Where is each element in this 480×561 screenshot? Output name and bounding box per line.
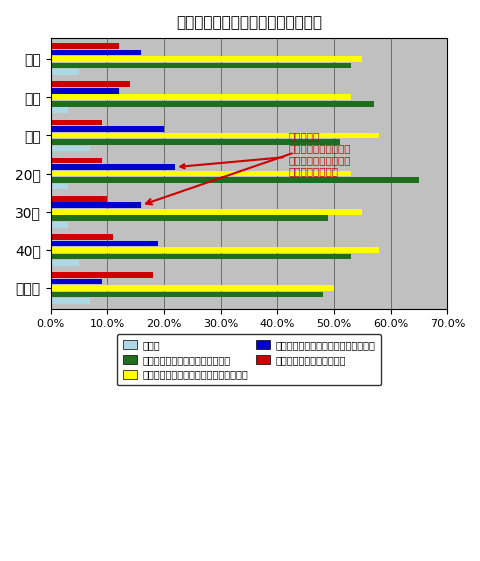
Bar (50, 203, 141, 208)
Bar (50, 43, 119, 49)
Bar (50, 272, 153, 278)
Bar (50, 222, 68, 228)
Bar (50, 94, 351, 100)
Bar (50, 50, 141, 56)
Bar (50, 254, 351, 259)
Bar (50, 260, 79, 266)
Bar (50, 298, 90, 304)
Bar (50, 126, 164, 132)
Bar (50, 69, 79, 75)
Bar (50, 139, 340, 145)
Bar (50, 234, 113, 240)
Bar (50, 88, 119, 94)
Bar (50, 209, 362, 215)
Bar (50, 279, 102, 284)
Bar (50, 107, 68, 113)
Bar (50, 119, 102, 125)
Bar (50, 247, 379, 253)
Text: 若年層ほど
「多機能携帯は機能が
　複雑で分からない」
という意見が多い: 若年層ほど 「多機能携帯は機能が 複雑で分からない」 という意見が多い (180, 132, 351, 176)
Bar (50, 132, 379, 138)
Bar (50, 164, 175, 170)
Bar (50, 241, 158, 246)
Bar (50, 285, 334, 291)
Legend: その他, 最低限の機能だけあればよいから, 使わない機能があり、ない分割安だから, 多機能携帯は機能が複雑で分からない, 携帯端末は通話だけでよい: その他, 最低限の機能だけあればよいから, 使わない機能があり、ない分割安だから… (117, 334, 381, 385)
Bar (50, 215, 328, 221)
Bar (50, 145, 90, 151)
Bar (50, 56, 362, 62)
Bar (50, 81, 130, 87)
Bar (50, 101, 373, 107)
Bar (50, 196, 107, 201)
Bar (50, 158, 102, 163)
Bar (50, 183, 68, 190)
Bar (50, 63, 351, 68)
Bar (50, 177, 419, 183)
Bar (50, 171, 351, 177)
Title: なぜシンプル携帯を選択しましたか: なぜシンプル携帯を選択しましたか (176, 15, 322, 30)
Bar (50, 292, 323, 297)
